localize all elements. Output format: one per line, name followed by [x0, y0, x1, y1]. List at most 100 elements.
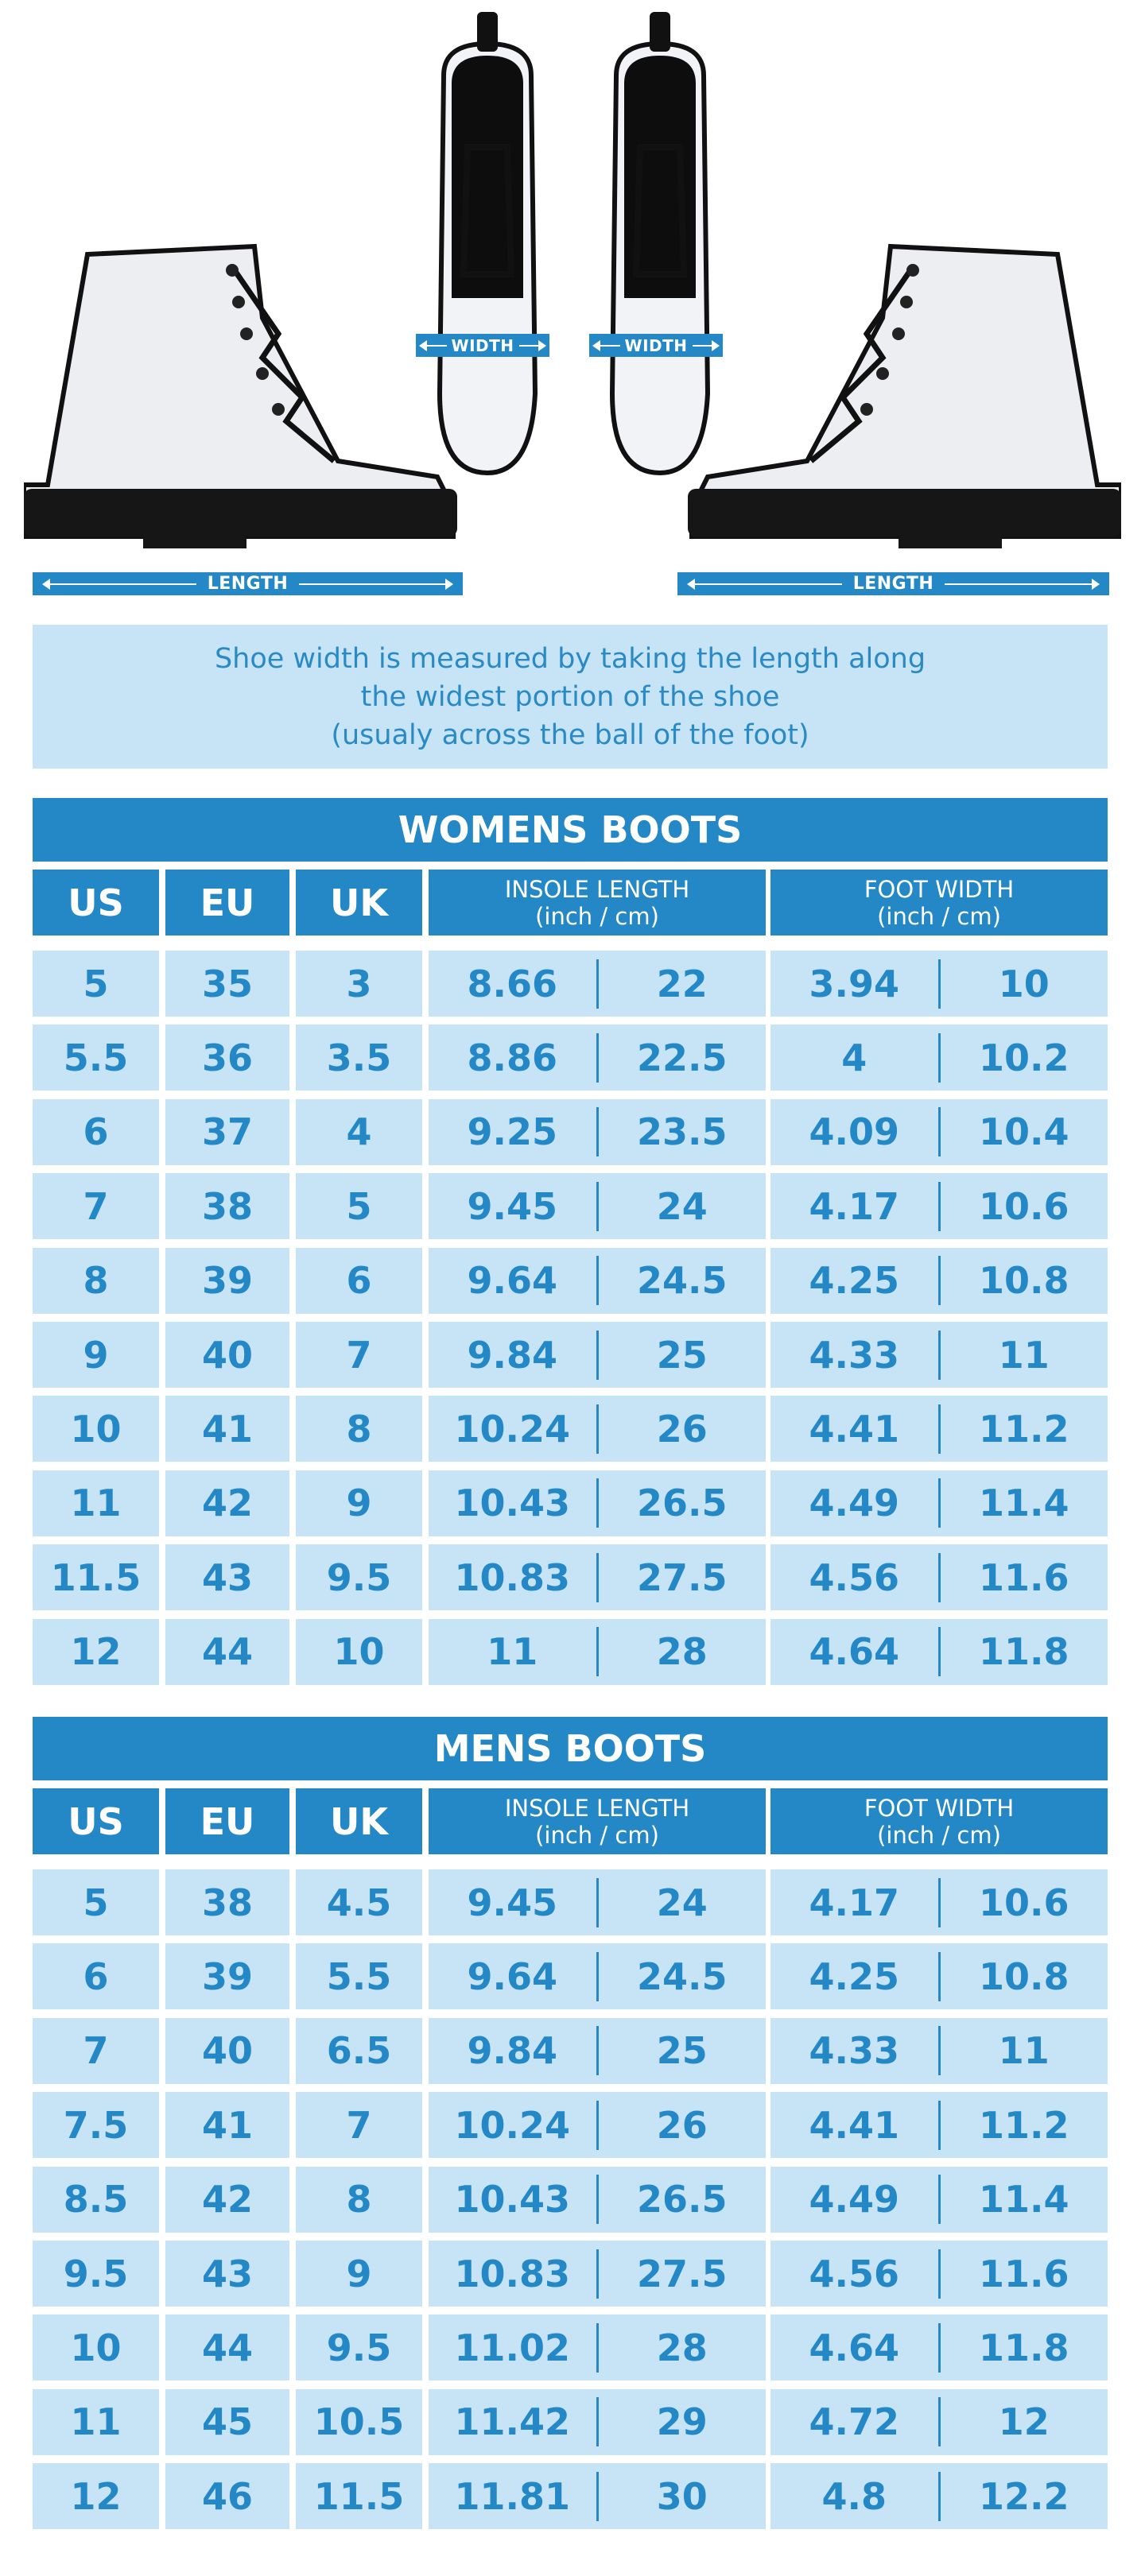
table-cell-pair: 11.02 28 [429, 2315, 766, 2381]
table-cell: 8 [33, 1247, 159, 1314]
column-header-insole: INSOLE LENGTH (inch / cm) [429, 870, 766, 935]
table-cell: 6 [33, 1943, 159, 2010]
table-cell: 42 [165, 1470, 289, 1536]
arrow-right-icon [299, 578, 453, 590]
table-cell: 6 [296, 1247, 422, 1314]
column-header-us: US [33, 1788, 159, 1854]
cm-value: 27.5 [637, 2252, 728, 2295]
table-cell: 7 [296, 2092, 422, 2159]
width-label-right: WIDTH [589, 334, 723, 357]
divider [596, 1951, 599, 2001]
cm-value: 28 [656, 1630, 708, 1674]
cm-value: 30 [656, 2474, 708, 2518]
info-line: the widest portion of the shoe [360, 680, 780, 713]
table-cell: 40 [165, 2017, 289, 2084]
cm-value: 27.5 [637, 1555, 728, 1599]
divider [937, 1256, 941, 1306]
cm-value: 26.5 [637, 1482, 728, 1525]
inch-value: 4.64 [809, 2326, 900, 2369]
column-header-eu: EU [165, 870, 289, 935]
inch-value: 4.33 [809, 2029, 900, 2073]
divider [937, 2322, 941, 2373]
table-cell: 7 [296, 1322, 422, 1388]
divider [596, 2322, 599, 2373]
cm-value: 11.8 [979, 2326, 1069, 2369]
inch-value: 11.81 [454, 2474, 570, 2518]
table-cell: 10.5 [296, 2388, 422, 2455]
table-cell-pair: 4.49 11.4 [770, 1470, 1108, 1536]
divider [937, 1627, 941, 1677]
length-text: LENGTH [207, 574, 289, 594]
divider [937, 1877, 941, 1927]
cm-value: 12.2 [979, 2474, 1069, 2518]
inch-value: 9.84 [467, 1333, 558, 1377]
inch-value: 4.25 [809, 1259, 900, 1303]
cm-value: 10.6 [979, 1184, 1069, 1228]
table-cell: 4 [296, 1098, 422, 1165]
length-label-left: LENGTH [33, 572, 463, 595]
cm-value: 11.8 [979, 1630, 1069, 1674]
table-cell: 40 [165, 1322, 289, 1388]
divider [596, 1330, 599, 1380]
column-header-foot: FOOT WIDTH (inch / cm) [770, 870, 1108, 935]
width-info-box: Shoe width is measured by taking the len… [33, 625, 1108, 769]
cm-value: 12 [998, 2400, 1050, 2444]
table-cell: 37 [165, 1098, 289, 1165]
table-cell: 5 [33, 1869, 159, 1935]
cm-value: 24 [656, 1184, 708, 1228]
inch-value: 10.24 [454, 1407, 570, 1451]
table-cell: 5.5 [296, 1943, 422, 2010]
table-cell: 4.5 [296, 1869, 422, 1935]
table-cell-pair: 9.84 25 [429, 1322, 766, 1388]
inch-value: 9.64 [467, 1259, 558, 1303]
table-cell: 39 [165, 1943, 289, 2010]
cm-value: 10.6 [979, 1881, 1069, 1924]
divider [596, 2026, 599, 2076]
divider [937, 2026, 941, 2076]
table-cell: 9 [296, 1470, 422, 1536]
inch-value: 4.17 [809, 1881, 900, 1924]
table-cell-pair: 4.64 11.8 [770, 1618, 1108, 1685]
cm-value: 26.5 [637, 2178, 728, 2222]
arrow-right-icon [692, 339, 720, 351]
table-cell: 9 [33, 1322, 159, 1388]
table-cell-pair: 9.64 24.5 [429, 1943, 766, 2010]
table-cell-pair: 11.42 29 [429, 2388, 766, 2455]
width-label-left: WIDTH [416, 334, 549, 357]
table-cell: 9.5 [296, 1544, 422, 1611]
column-header-eu: EU [165, 1788, 289, 1854]
table-cell: 9 [296, 2241, 422, 2307]
cm-value: 26 [656, 1407, 708, 1451]
header-label: FOOT WIDTH [864, 1794, 1015, 1822]
divider [596, 1627, 599, 1677]
divider [937, 959, 941, 1009]
table-cell: 11 [33, 2388, 159, 2455]
table-cell-pair: 4.8 12.2 [770, 2463, 1108, 2530]
cm-value: 28 [656, 2326, 708, 2369]
table-cell: 5 [296, 1173, 422, 1240]
table-cell-pair: 4.64 11.8 [770, 2315, 1108, 2381]
inch-value: 4.56 [809, 1555, 900, 1599]
header-unit: (inch / cm) [535, 1821, 659, 1849]
table-cell-pair: 4 10.2 [770, 1025, 1108, 1091]
divider [596, 2100, 599, 2150]
cm-value: 10.8 [979, 1259, 1069, 1303]
divider [937, 1181, 941, 1231]
table-cell-pair: 4.25 10.8 [770, 1943, 1108, 2010]
inch-value: 9.84 [467, 2029, 558, 2073]
header-label: INSOLE LENGTH [504, 875, 690, 903]
cm-value: 10.2 [979, 1036, 1069, 1079]
header-unit: (inch / cm) [535, 902, 659, 930]
table-cell: 6 [33, 1098, 159, 1165]
divider [937, 2471, 941, 2521]
table-cell-pair: 10.24 26 [429, 2092, 766, 2159]
table-cell: 38 [165, 1173, 289, 1240]
column-header-us: US [33, 870, 159, 935]
table-cell-pair: 10.24 26 [429, 1396, 766, 1462]
divider [937, 1951, 941, 2001]
table-cell: 12 [33, 2463, 159, 2530]
column-header-insole: INSOLE LENGTH (inch / cm) [429, 1788, 766, 1854]
table-cell: 11.5 [296, 2463, 422, 2530]
table-cell-pair: 4.56 11.6 [770, 2241, 1108, 2307]
side-boot-right-image [688, 243, 1121, 548]
